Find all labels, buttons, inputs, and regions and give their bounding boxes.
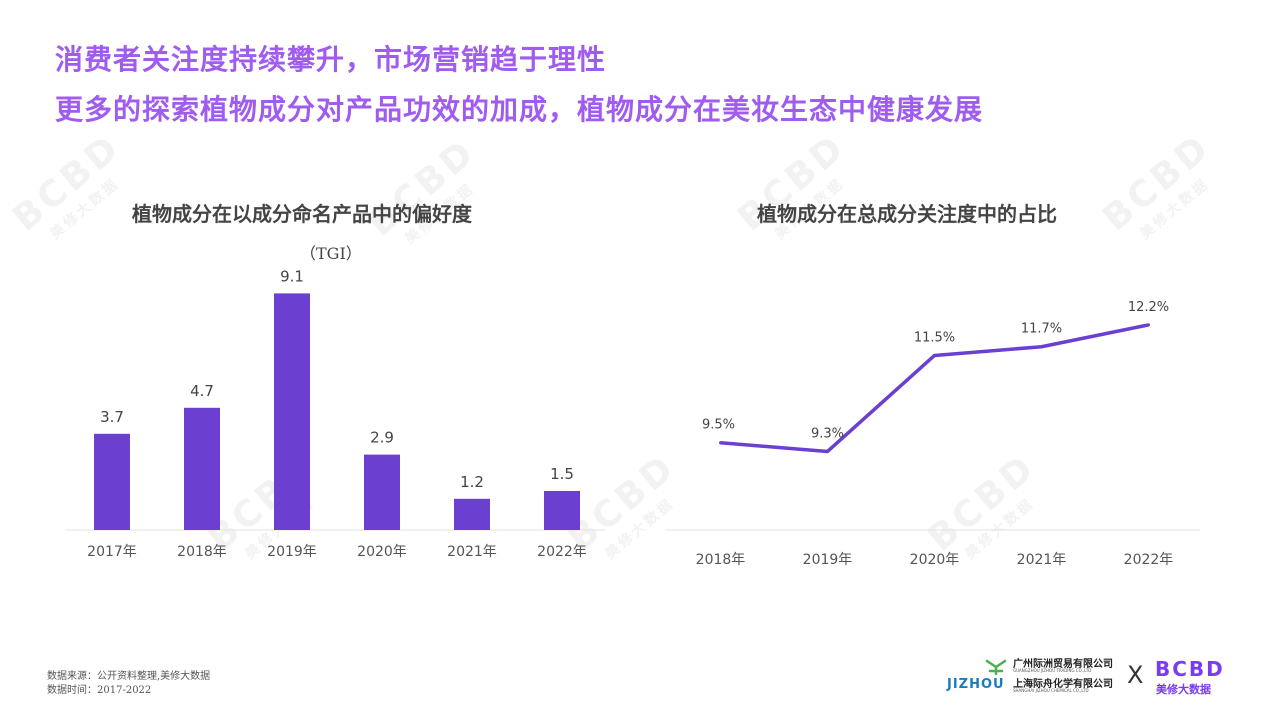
data-label: 2.9 — [370, 429, 394, 447]
bcbd-logo-cn: 美修大数据 — [1156, 683, 1211, 696]
tick-label: 2020年 — [357, 544, 407, 560]
tick-label: 2017年 — [87, 544, 137, 560]
data-label: 1.2 — [460, 473, 484, 491]
company-name-shanghai-en: SHANGHAI JIZHOU CHEMICAL CO.,LTD — [1013, 688, 1089, 693]
footer-logos: 广州际洲贸易有限公司 GUANGZHOU JIZHOU TRADING CO.,… — [945, 655, 1235, 700]
headline-line-2: 更多的探索植物成分对产品功效的加成，植物成分在美妆生态中健康发展 — [55, 93, 984, 126]
tick-label: 2021年 — [1017, 552, 1067, 568]
bar — [184, 407, 220, 530]
bar — [454, 498, 490, 530]
data-point — [1040, 345, 1043, 349]
company-name-shanghai: 上海际舟化学有限公司 — [1013, 679, 1113, 690]
data-label: 11.5% — [914, 330, 955, 345]
tick-label: 2022年 — [537, 544, 587, 560]
tick-label: 2018年 — [177, 544, 227, 560]
data-label: 4.7 — [190, 382, 214, 400]
bar-chart: 3.7 2017年 4.7 2018年 9.1 2019年 2.9 2020年 1.2 2021年… — [65, 267, 605, 560]
bcbd-logo: BCBD — [1155, 657, 1225, 681]
data-point — [826, 449, 829, 453]
bar — [274, 293, 310, 530]
data-label: 9.1 — [280, 267, 304, 285]
jizhou-logo-icon — [985, 659, 1007, 675]
data-label: 9.5% — [702, 418, 735, 433]
bar — [94, 433, 130, 530]
bar — [544, 491, 580, 530]
data-label: 1.5 — [550, 465, 574, 483]
data-point — [1147, 323, 1150, 327]
tick-label: 2019年 — [267, 544, 317, 560]
bar-chart-subtitle: （TGI） — [300, 244, 362, 263]
data-label: 9.3% — [811, 426, 844, 441]
jizhou-logo-text: JIZHOU — [947, 677, 1005, 692]
tick-label: 2021年 — [447, 544, 497, 560]
company-name-guangzhou: 广州际洲贸易有限公司 — [1013, 659, 1113, 670]
tick-label: 2022年 — [1124, 552, 1174, 568]
collaboration-x: X — [1127, 661, 1144, 689]
bar — [364, 454, 400, 530]
line-chart-title: 植物成分在总成分关注度中的占比 — [757, 202, 1057, 226]
data-time-note: 数据时间：2017-2022 — [47, 685, 152, 696]
data-label: 3.7 — [100, 408, 124, 426]
line-chart: 9.5% 2018年 9.3% 2019年 11.5% 2020年 11.7% 2021年 12… — [665, 300, 1200, 568]
data-source-note: 数据来源：公开资料整理,美修大数据 — [47, 671, 211, 682]
tick-label: 2018年 — [696, 552, 746, 568]
data-point — [933, 353, 936, 357]
data-label: 11.7% — [1021, 322, 1062, 337]
bar-chart-title: 植物成分在以成分命名产品中的偏好度 — [132, 202, 472, 226]
data-point — [719, 441, 722, 445]
company-name-guangzhou-en: GUANGZHOU JIZHOU TRADING CO.,LTD — [1013, 668, 1092, 673]
headline-line-1: 消费者关注度持续攀升，市场营销趋于理性 — [55, 43, 607, 76]
tick-label: 2020年 — [910, 552, 960, 568]
tick-label: 2019年 — [803, 552, 853, 568]
data-label: 12.2% — [1128, 300, 1169, 315]
